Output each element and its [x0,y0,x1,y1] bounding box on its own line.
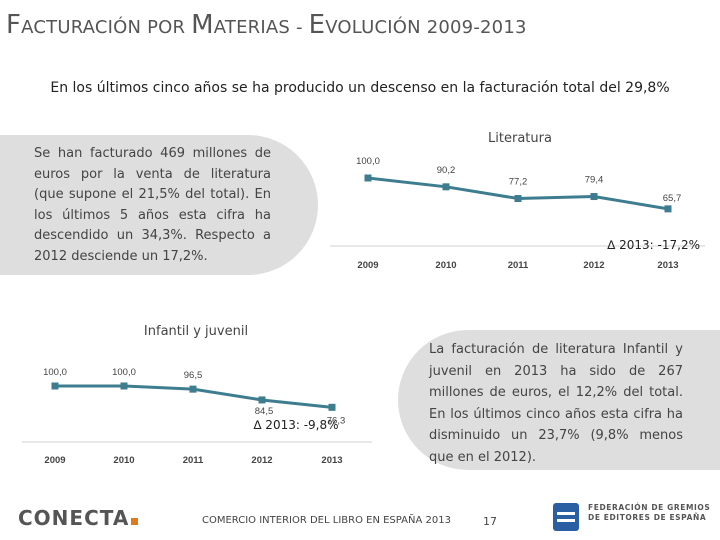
data-label: 76,3 [327,415,346,426]
title-part-2: ATERIAS - [213,17,309,38]
data-label: 84,5 [255,406,274,417]
data-point [664,205,672,213]
data-label: 96,5 [184,370,203,381]
chart-title: Literatura [488,131,552,146]
data-label: 100,0 [43,367,67,378]
title-cap-1: F [6,10,22,40]
x-tick-label: 2009 [357,260,378,271]
federation-name: FEDERACIÓN DE GREMIOS DE EDITORES DE ESP… [588,503,710,523]
data-point [120,382,128,390]
data-point [189,385,197,393]
x-tick-label: 2011 [183,455,204,466]
federation-line-2: DE EDITORES DE ESPAÑA [588,513,707,522]
title-part-1: ACTURACIÓN POR [21,17,192,38]
x-tick-label: 2013 [321,455,342,466]
data-point [442,183,450,191]
title-cap-2: M [191,10,214,40]
chart-annotation: ∆ 2013: -17,2% [606,238,700,252]
data-label: 100,0 [112,367,136,378]
data-label: 79,4 [585,175,604,186]
x-tick-label: 2010 [435,260,456,271]
data-point [364,174,372,182]
text-bubble-right [398,330,720,470]
data-point [258,396,266,404]
page-title: FACTURACIÓN POR MATERIAS - EVOLUCIÓN 200… [6,10,527,40]
title-cap-3: E [308,10,326,40]
data-point [328,403,336,411]
federation-line-1: FEDERACIÓN DE GREMIOS [588,503,711,512]
conecta-logo-text: CONECTA [18,506,130,530]
federation-emblem-icon [553,503,579,531]
logo-dot-icon [131,518,139,525]
chart-annotation: ∆ 2013: -9,8% [252,418,338,432]
data-point [590,193,598,201]
data-label: 90,2 [437,165,456,176]
conecta-logo: CONECTA [18,506,139,530]
data-label: 100,0 [356,156,380,167]
x-tick-label: 2011 [508,260,529,271]
x-tick-label: 2013 [657,260,678,271]
x-tick-label: 2012 [583,260,604,271]
data-point [51,382,59,390]
literatura-description: Se han facturado 469 millones de euros p… [34,146,271,264]
footer-source: COMERCIO INTERIOR DEL LIBRO EN ESPAÑA 20… [202,515,451,526]
data-label: 65,7 [663,193,682,204]
x-tick-label: 2012 [251,455,272,466]
page-number: 17 [483,515,497,528]
data-point [514,195,522,203]
data-label: 77,2 [509,177,528,188]
x-tick-label: 2009 [44,455,65,466]
x-tick-label: 2010 [113,455,134,466]
title-part-3: VOLUCIÓN 2009-2013 [325,17,527,38]
text-bubble-left [0,135,318,275]
page-subtitle: En los últimos cinco años se ha producid… [50,80,670,96]
chart-title: Infantil y juvenil [144,324,248,339]
infantil-description: La facturación de literatura Infantil y … [429,342,683,465]
federation-logo: FEDERACIÓN DE GREMIOS DE EDITORES DE ESP… [553,503,713,533]
